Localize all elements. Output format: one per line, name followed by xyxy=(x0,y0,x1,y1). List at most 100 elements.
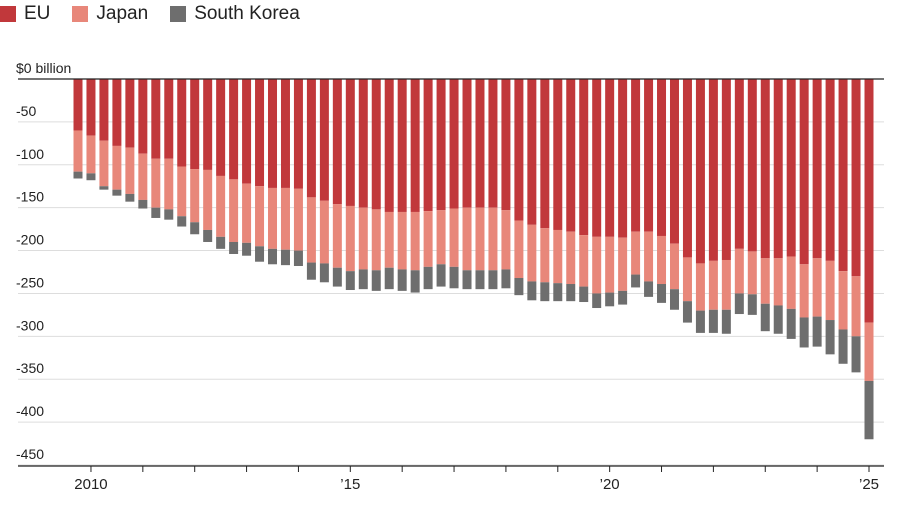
legend-label-japan: Japan xyxy=(96,3,149,24)
bar-segment-eu xyxy=(592,79,602,237)
bar-segment-south-korea xyxy=(138,199,148,209)
bar-segment-eu xyxy=(125,79,135,148)
bar-segment-japan xyxy=(449,208,459,267)
bar-segment-japan xyxy=(657,235,667,285)
bar-segment-japan xyxy=(644,231,654,282)
y-tick-label: -150 xyxy=(16,189,44,205)
bar-segment-south-korea xyxy=(462,270,472,290)
bar-segment-eu xyxy=(423,79,433,212)
bar-segment-eu xyxy=(164,79,174,159)
bar-segment-japan xyxy=(851,276,861,337)
legend-swatch-japan xyxy=(72,6,89,22)
bar-segment-eu xyxy=(708,79,718,261)
bar-segment-eu xyxy=(579,79,589,236)
bar-segment-japan xyxy=(488,207,498,271)
bar-segment-south-korea xyxy=(177,216,187,227)
bar-segment-japan xyxy=(358,207,368,270)
legend-swatch-eu xyxy=(0,6,16,22)
x-tick-label: 2010 xyxy=(74,476,107,493)
bar-segment-eu xyxy=(112,79,122,146)
bar-segment-eu xyxy=(151,79,161,159)
bar-segment-eu xyxy=(293,79,303,189)
bar-segment-japan xyxy=(708,260,718,310)
bar-segment-south-korea xyxy=(864,380,874,440)
bar-segment-south-korea xyxy=(151,207,161,218)
bar-segment-japan xyxy=(190,169,200,223)
bar-segment-japan xyxy=(682,257,692,302)
bar-segment-eu xyxy=(410,79,420,212)
bar-segment-south-korea xyxy=(229,241,239,254)
bar-segment-japan xyxy=(151,158,161,208)
bar-segment-japan xyxy=(825,260,835,321)
bar-segment-eu xyxy=(216,79,226,176)
bar-segment-eu xyxy=(73,79,83,131)
y-axis-labels: $0 billion -50 -100 -150 -200 -250 -300 -350 -40… xyxy=(16,60,71,462)
bar-segment-japan xyxy=(540,228,550,283)
bar-segment-south-korea xyxy=(592,293,602,309)
bar-segment-japan xyxy=(73,130,83,172)
x-axis: 2010 ’15 ’20 ’25 xyxy=(18,78,884,493)
bar-segment-south-korea xyxy=(488,270,498,290)
bar-segment-eu xyxy=(242,79,252,184)
bar-segment-japan xyxy=(462,207,472,271)
y-tick-label: -100 xyxy=(16,146,44,162)
bar-segment-south-korea xyxy=(475,270,485,290)
bar-segment-japan xyxy=(397,211,407,270)
legend-item-south-korea: South Korea xyxy=(170,3,300,25)
bar-segment-japan xyxy=(579,235,589,287)
bar-segment-eu xyxy=(864,79,874,323)
bar-segment-eu xyxy=(631,79,641,232)
bar-segment-japan xyxy=(553,229,563,284)
bar-segment-japan xyxy=(255,186,265,247)
bar-segment-japan xyxy=(799,264,809,318)
bar-segment-south-korea xyxy=(695,310,705,333)
bar-segment-eu xyxy=(475,79,485,208)
bar-segment-south-korea xyxy=(773,305,783,334)
bar-segment-eu xyxy=(747,79,757,252)
bar-segment-eu xyxy=(229,79,239,180)
bar-segment-south-korea xyxy=(449,266,459,289)
bar-segment-eu xyxy=(825,79,835,261)
legend-label-south-korea: South Korea xyxy=(194,3,300,24)
bar-segment-south-korea xyxy=(553,283,563,302)
bar-segment-eu xyxy=(682,79,692,258)
bar-segment-eu xyxy=(760,79,770,259)
legend-item-japan: Japan xyxy=(72,3,148,25)
bar-segment-eu xyxy=(669,79,679,244)
bar-segment-south-korea xyxy=(319,263,329,283)
bar-segment-japan xyxy=(306,197,316,263)
legend-label-eu: EU xyxy=(24,3,51,24)
bar-segment-south-korea xyxy=(293,250,303,266)
bar-segment-south-korea xyxy=(734,293,744,315)
bar-segment-japan xyxy=(371,209,381,271)
bar-segment-eu xyxy=(99,79,109,141)
bar-segment-japan xyxy=(566,231,576,284)
bar-segment-south-korea xyxy=(423,266,433,290)
bar-segment-eu xyxy=(449,79,459,209)
bar-segment-japan xyxy=(618,237,628,291)
bar-segment-south-korea xyxy=(501,269,511,289)
bar-segment-south-korea xyxy=(410,270,420,293)
bar-segment-eu xyxy=(657,79,667,236)
bar-segment-south-korea xyxy=(825,320,835,355)
bar-segment-south-korea xyxy=(255,246,265,262)
bar-segment-south-korea xyxy=(73,171,83,179)
y-tick-label: -350 xyxy=(16,360,44,376)
bar-segment-south-korea xyxy=(747,294,757,315)
x-tick-label: ’15 xyxy=(340,476,360,493)
y-tick-label: -200 xyxy=(16,232,44,248)
bar-segment-eu xyxy=(319,79,329,201)
bar-segment-eu xyxy=(799,79,809,265)
bar-segment-south-korea xyxy=(540,282,550,302)
bar-segment-eu xyxy=(553,79,563,230)
bar-segment-japan xyxy=(99,140,109,187)
bar-segment-japan xyxy=(721,259,731,310)
bar-segment-eu xyxy=(566,79,576,232)
bar-segment-eu xyxy=(734,79,744,249)
y-tick-label: -450 xyxy=(16,446,44,462)
bar-segment-south-korea xyxy=(669,289,679,310)
bar-segment-south-korea xyxy=(838,329,848,364)
bar-segment-south-korea xyxy=(566,284,576,302)
bar-segment-japan xyxy=(138,153,148,200)
bar-segment-south-korea xyxy=(618,290,628,305)
